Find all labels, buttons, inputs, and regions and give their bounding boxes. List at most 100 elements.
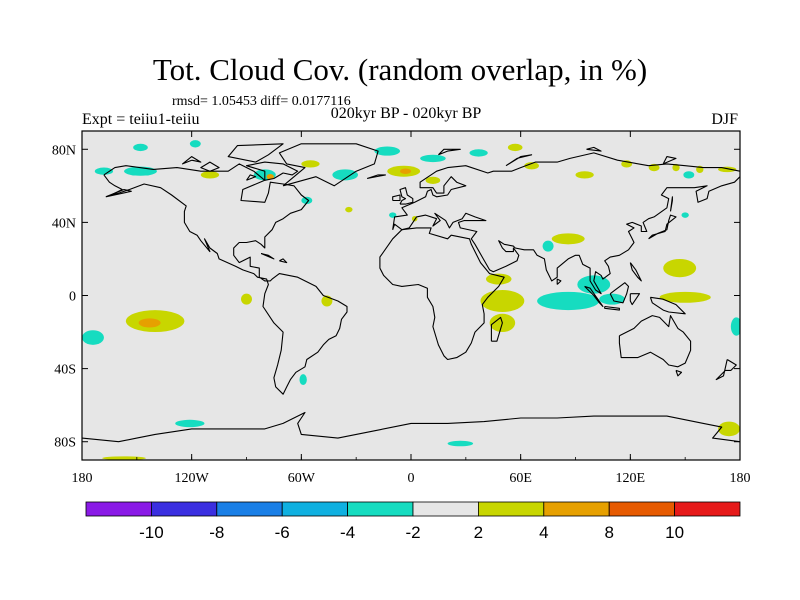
coastline — [586, 146, 602, 152]
colorbar: -10 -8 -6 -4 -2 2 4 8 10 — [85, 501, 741, 542]
anomaly-region — [299, 374, 307, 386]
colorbar-swatch — [674, 501, 741, 517]
colorbar-swatch — [150, 501, 218, 517]
colorbar-label: 10 — [665, 523, 684, 542]
anomaly-region — [138, 318, 161, 328]
anomaly-region — [575, 171, 594, 179]
y-tick-label: 0 — [69, 290, 76, 305]
y-tick-label: 80S — [54, 436, 76, 451]
coastline — [392, 152, 740, 230]
anomaly-region — [94, 167, 114, 175]
anomaly-region — [659, 291, 711, 303]
anomaly-region — [200, 171, 220, 179]
x-tick-label: 180 — [72, 471, 93, 486]
colorbar-label: 8 — [604, 523, 613, 542]
coastline — [227, 143, 284, 163]
coastline — [399, 187, 414, 205]
x-tick-label: 120E — [616, 471, 646, 486]
x-tick-label: 180 — [730, 471, 751, 486]
map-plot-area — [81, 130, 741, 461]
anomaly-region — [681, 212, 689, 218]
anomaly-region — [400, 168, 411, 174]
coastline — [648, 214, 677, 240]
colorbar-label: 2 — [474, 523, 483, 542]
colorbar-swatch — [347, 501, 414, 517]
anomaly-region — [301, 196, 313, 205]
coastline — [629, 293, 641, 306]
coastline — [584, 285, 604, 308]
anomaly-region — [345, 206, 353, 213]
colorbar-swatch — [412, 501, 479, 517]
colorbar-swatch — [85, 501, 152, 517]
anomaly-region — [524, 162, 539, 170]
coastline — [366, 174, 386, 180]
coastline — [105, 188, 132, 198]
coastline — [260, 252, 275, 260]
coastline — [279, 258, 288, 264]
anomaly-region — [189, 140, 201, 148]
x-tick-label: 60W — [288, 471, 316, 486]
y-tick-label: 80N — [52, 143, 76, 158]
coastline — [604, 305, 620, 311]
coastline — [392, 176, 740, 295]
map-axes: 180 120W 60W 0 60E 120E 180 80N 40N 0 40S 80S — [52, 131, 751, 486]
anomaly-region — [175, 419, 205, 428]
coastline — [490, 316, 503, 342]
colorbar-swatch — [477, 501, 545, 517]
coastline — [181, 156, 202, 165]
coastline — [103, 163, 348, 395]
coastline — [278, 143, 379, 187]
coastline — [82, 411, 740, 443]
anomaly-region — [537, 291, 600, 311]
anomaly-region — [301, 160, 320, 168]
anomaly-region — [730, 317, 740, 336]
anomaly-region — [551, 233, 585, 245]
anomaly-region — [672, 163, 680, 172]
anomaly-region — [266, 173, 274, 180]
x-tick-label: 120W — [175, 471, 210, 486]
colorbar-label: -2 — [405, 523, 420, 542]
chart-title: Tot. Cloud Cov. (random overlap, in %) — [152, 52, 648, 87]
coastline — [715, 359, 737, 381]
colorbar-swatch — [543, 501, 610, 517]
anomaly-region — [447, 440, 474, 447]
x-tick-label: 0 — [408, 471, 415, 486]
coastline — [675, 369, 683, 377]
anomaly-region — [663, 258, 697, 278]
anomaly-region — [420, 154, 446, 163]
coastline — [200, 161, 220, 172]
colorbar-label: -10 — [139, 523, 164, 542]
anomaly-region — [485, 273, 512, 285]
coastline — [629, 262, 642, 282]
coastline — [379, 227, 505, 361]
anomaly-region — [332, 169, 358, 181]
colorbar-label: 4 — [539, 523, 548, 542]
y-tick-label: 40N — [52, 216, 76, 231]
anomaly-region — [102, 456, 146, 460]
x-tick-label: 60E — [509, 471, 532, 486]
colorbar-swatch — [216, 501, 283, 517]
coastline — [556, 278, 562, 285]
colorbar-label: -6 — [275, 523, 290, 542]
coastline — [669, 196, 673, 212]
experiment-label: Expt = teiiu1-teiiu — [82, 111, 200, 128]
colorbar-label: -4 — [340, 523, 355, 542]
coastline — [505, 154, 533, 167]
coastline — [662, 156, 677, 165]
coastline — [245, 161, 299, 181]
anomaly-region — [577, 275, 611, 294]
anomaly-region — [241, 293, 252, 305]
anomaly-region — [82, 330, 104, 345]
colorbar-label: -8 — [209, 523, 224, 542]
map-background — [82, 131, 740, 460]
map-content — [82, 140, 740, 460]
season-label: DJF — [711, 111, 738, 128]
stats-label: rmsd= 1.05453 diff= 0.0177116 — [172, 94, 351, 109]
y-tick-label: 40S — [54, 363, 76, 378]
anomaly-region — [469, 149, 488, 157]
coastline — [392, 194, 401, 202]
anomaly-region — [507, 143, 523, 152]
anomaly-region — [374, 146, 401, 156]
colorbar-swatch — [608, 501, 676, 517]
